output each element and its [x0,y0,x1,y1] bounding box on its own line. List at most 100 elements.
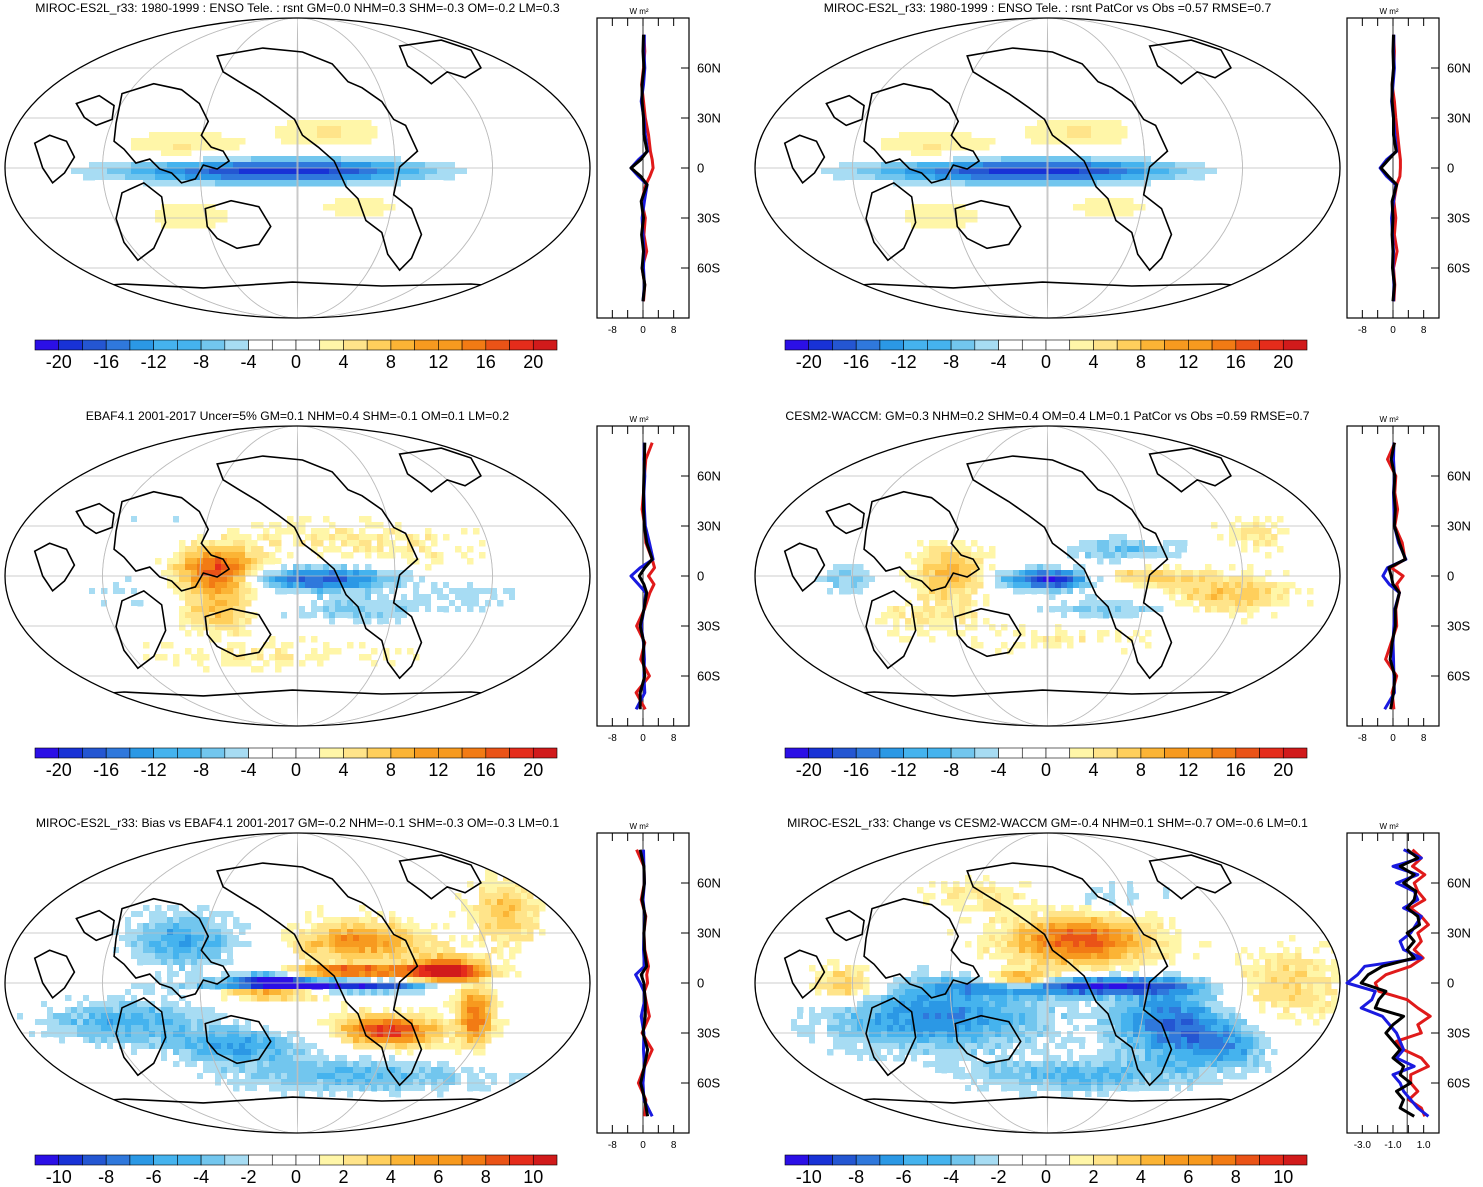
colorbar-box [974,1154,999,1166]
zonal-x-label: -8 [608,1140,617,1151]
colorbar-box [532,747,558,759]
colorbar-label: 8 [386,760,396,780]
colorbar-label: -12 [141,352,167,372]
lat-label: 60N [1447,61,1471,76]
lat-label: 30N [1447,519,1471,534]
colorbar-box [200,339,226,351]
lat-label: 60S [1447,261,1470,276]
colorbar-label: -16 [843,760,869,780]
lat-label: 60S [697,1076,720,1091]
units-label: W m² [1379,7,1398,16]
colorbar-box [1045,1154,1071,1166]
colorbar-box [82,747,107,759]
graticule-lon [852,18,1243,318]
colorbar-box [855,1154,881,1166]
colorbar-label: 16 [476,760,496,780]
colorbar-box [34,1154,60,1166]
lat-label: 0 [697,976,704,991]
colorbar-box [532,339,558,351]
colorbar-label: -20 [46,352,72,372]
colorbar-label: -12 [891,760,917,780]
colorbar-box [1021,747,1047,759]
zonal-x-label: 1.0 [1417,1140,1431,1151]
colorbar-box [1164,747,1189,759]
colorbar-box [1164,1154,1189,1166]
lat-label: 30S [1447,1026,1470,1041]
graticule-lon [1046,833,1049,1133]
colorbar-box [82,1154,107,1166]
colorbar-box [461,1154,487,1166]
colorbar-box [224,1154,249,1166]
colorbar-label: -16 [93,352,119,372]
colorbar-box [808,339,833,351]
lat-label: 60N [697,61,721,76]
colorbar-box [927,339,952,351]
colorbar-box [998,1154,1023,1166]
lat-label: 30S [697,1026,720,1041]
map-border [4,832,591,1134]
zonal-line-diff [638,849,650,1117]
panel-obs-map: EBAF4.1 2001-2017 Uncer=5% GM=0.1 NHM=0.… [4,409,721,780]
colorbar-box [879,1154,904,1166]
zonal-line-diff [1379,34,1399,302]
zonal-x-label: 0 [640,325,646,336]
colorbar-box [343,747,368,759]
map-field [755,426,1340,726]
colorbar: -10 -8 -6 -4 -2 0 2 4 6 8 10 [34,1154,558,1187]
panel-title: MIROC-ES2L_r33: 1980-1999 : ENSO Tele. :… [824,1,1272,15]
colorbar-label: -20 [796,352,822,372]
colorbar-label: -16 [93,760,119,780]
panel-title: CESM2-WACCM: GM=0.3 NHM=0.2 SHM=0.4 OM=0… [785,409,1309,423]
graticule-lon [949,833,1146,1133]
colorbar-box [879,339,904,351]
colorbar-label: 0 [291,760,301,780]
colorbar-label: 20 [523,760,543,780]
colorbar-label: 16 [1226,760,1246,780]
colorbar-label: 8 [1136,352,1146,372]
colorbar-box [177,339,202,351]
zonal-line-model [1373,848,1432,1117]
colorbar-box [950,339,976,351]
colorbar-box [248,1154,273,1166]
graticule-lon [102,426,493,726]
colorbar-box [129,1154,154,1166]
colorbar-label: 0 [1041,760,1051,780]
colorbar-box [58,1154,83,1166]
panel-model-map: MIROC-ES2L_r33: 1980-1999 : ENSO Tele. :… [4,1,721,372]
colorbar-box [1140,747,1165,759]
colorbar-label: -8 [193,352,209,372]
zonal-x-label: -1.0 [1384,1140,1402,1151]
lat-label: 60N [697,876,721,891]
colorbar-box [1069,339,1094,351]
colorbar-box [343,339,368,351]
colorbar-label: 12 [1178,760,1198,780]
colorbar-box [509,1154,534,1166]
colorbar-box [1211,747,1237,759]
colorbar-box [105,1154,131,1166]
colorbar-label: 10 [1273,1167,1293,1187]
zonal-x-label: 0 [640,733,646,744]
colorbar-box [1116,1154,1142,1166]
colorbar-box [105,339,131,351]
colorbar-box [974,339,999,351]
colorbar-label: -6 [896,1167,912,1187]
graticule-lon [199,833,396,1133]
colorbar-box [1235,1154,1260,1166]
colorbar-box [153,1154,178,1166]
map-field [5,833,590,1133]
zonal-line-diff [629,34,649,302]
colorbar-label: 8 [1136,760,1146,780]
lat-label: 30N [1447,926,1471,941]
zonal-x-label: 8 [1421,325,1427,336]
map-border [754,17,1341,319]
colorbar-box [1164,339,1189,351]
zonal-panel: W m² 60N 30N 0 30S 60S -8 0 8 [596,822,721,1151]
colorbar-box [1259,339,1284,351]
colorbar-box [319,339,344,351]
units-label: W m² [1379,822,1398,831]
zonal-line-diff [1387,442,1407,710]
colorbar-box [855,339,881,351]
colorbar-label: 8 [1231,1167,1241,1187]
colorbar-box [784,1154,810,1166]
graticule-lon [949,426,1146,726]
